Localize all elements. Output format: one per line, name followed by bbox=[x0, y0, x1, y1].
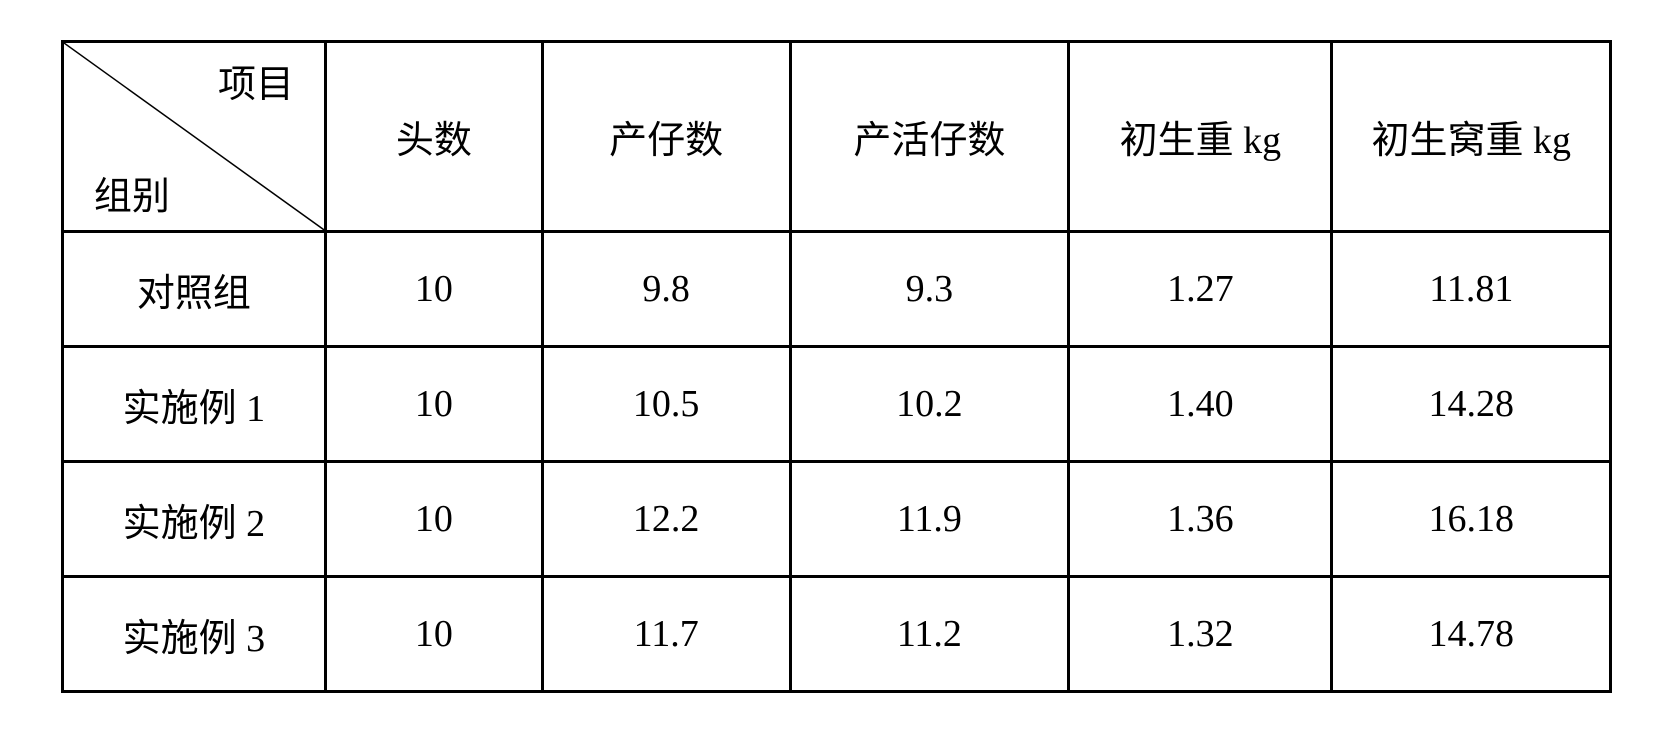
table-row: 对照组 10 9.8 9.3 1.27 11.81 bbox=[62, 232, 1610, 347]
column-header: 产活仔数 bbox=[790, 42, 1069, 232]
table-cell: 10.5 bbox=[542, 347, 790, 462]
table-cell: 14.28 bbox=[1332, 347, 1611, 462]
row-label: 实施例 3 bbox=[62, 577, 325, 692]
row-label: 实施例 1 bbox=[62, 347, 325, 462]
table-cell: 10 bbox=[326, 577, 543, 692]
table-cell: 1.36 bbox=[1069, 462, 1332, 577]
table-cell: 11.7 bbox=[542, 577, 790, 692]
table-cell: 11.9 bbox=[790, 462, 1069, 577]
table-cell: 10 bbox=[326, 347, 543, 462]
table-cell: 12.2 bbox=[542, 462, 790, 577]
table-container: 项目 组别 头数 产仔数 产活仔数 初生重 kg 初生窝重 kg 对照组 10 … bbox=[0, 0, 1673, 733]
column-header: 初生窝重 kg bbox=[1332, 42, 1611, 232]
table-cell: 1.27 bbox=[1069, 232, 1332, 347]
diagonal-top-label: 项目 bbox=[218, 53, 294, 108]
table-cell: 10.2 bbox=[790, 347, 1069, 462]
column-header: 头数 bbox=[326, 42, 543, 232]
table-cell: 16.18 bbox=[1332, 462, 1611, 577]
table-cell: 9.8 bbox=[542, 232, 790, 347]
table-row: 实施例 1 10 10.5 10.2 1.40 14.28 bbox=[62, 347, 1610, 462]
table-cell: 1.40 bbox=[1069, 347, 1332, 462]
table-cell: 10 bbox=[326, 462, 543, 577]
table-cell: 9.3 bbox=[790, 232, 1069, 347]
column-header: 产仔数 bbox=[542, 42, 790, 232]
row-label: 对照组 bbox=[62, 232, 325, 347]
data-table: 项目 组别 头数 产仔数 产活仔数 初生重 kg 初生窝重 kg 对照组 10 … bbox=[61, 40, 1612, 693]
table-cell: 10 bbox=[326, 232, 543, 347]
table-cell: 11.81 bbox=[1332, 232, 1611, 347]
table-cell: 1.32 bbox=[1069, 577, 1332, 692]
table-header-row: 项目 组别 头数 产仔数 产活仔数 初生重 kg 初生窝重 kg bbox=[62, 42, 1610, 232]
column-header: 初生重 kg bbox=[1069, 42, 1332, 232]
diagonal-header-cell: 项目 组别 bbox=[62, 42, 325, 232]
table-row: 实施例 3 10 11.7 11.2 1.32 14.78 bbox=[62, 577, 1610, 692]
table-cell: 14.78 bbox=[1332, 577, 1611, 692]
diagonal-bottom-label: 组别 bbox=[94, 165, 170, 220]
table-cell: 11.2 bbox=[790, 577, 1069, 692]
row-label: 实施例 2 bbox=[62, 462, 325, 577]
table-row: 实施例 2 10 12.2 11.9 1.36 16.18 bbox=[62, 462, 1610, 577]
